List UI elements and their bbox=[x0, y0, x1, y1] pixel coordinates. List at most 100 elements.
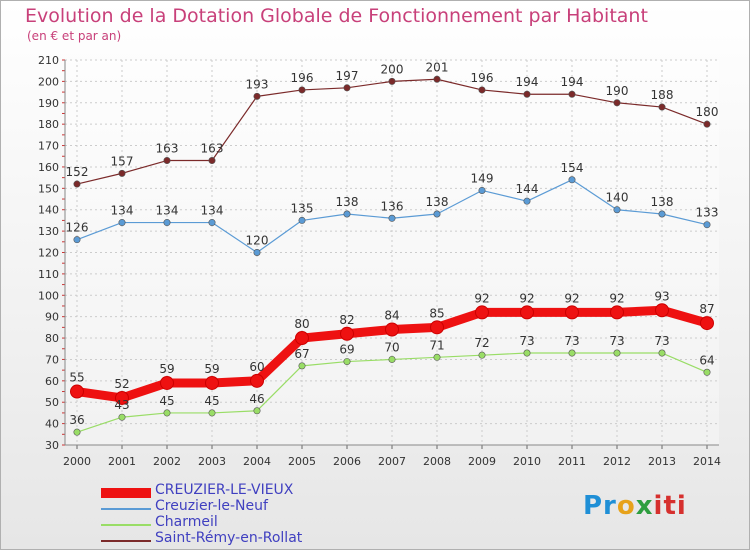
data-point-saint-r-my-en-rollat bbox=[163, 157, 171, 165]
data-point-creuzier-le-vieux bbox=[250, 373, 264, 388]
data-label-creuzier-le-neuf: 138 bbox=[651, 195, 674, 209]
data-point-creuzier-le-vieux bbox=[430, 320, 444, 335]
data-label-creuzier-le-neuf: 133 bbox=[696, 206, 719, 220]
data-point-creuzier-le-neuf bbox=[703, 221, 711, 229]
y-tick-label: 40 bbox=[45, 418, 59, 431]
data-point-creuzier-le-vieux bbox=[340, 326, 354, 341]
data-label-creuzier-le-vieux: 87 bbox=[699, 302, 714, 316]
data-point-creuzier-le-neuf bbox=[298, 216, 306, 224]
data-label-charmeil: 73 bbox=[654, 334, 669, 348]
data-label-creuzier-le-neuf: 126 bbox=[66, 221, 89, 235]
data-label-saint-r-my-en-rollat: 157 bbox=[111, 154, 134, 168]
data-label-charmeil: 45 bbox=[204, 394, 219, 408]
data-point-charmeil bbox=[568, 349, 576, 357]
data-point-saint-r-my-en-rollat bbox=[613, 99, 621, 107]
data-point-charmeil bbox=[658, 349, 666, 357]
data-label-creuzier-le-neuf: 134 bbox=[111, 204, 134, 218]
data-point-charmeil bbox=[73, 428, 81, 436]
data-label-saint-r-my-en-rollat: 194 bbox=[561, 75, 584, 89]
data-point-saint-r-my-en-rollat bbox=[568, 90, 576, 98]
data-point-creuzier-le-neuf bbox=[433, 210, 441, 218]
data-label-creuzier-le-neuf: 149 bbox=[471, 171, 494, 185]
data-label-creuzier-le-vieux: 93 bbox=[654, 289, 669, 303]
series-lines bbox=[70, 75, 714, 436]
data-label-saint-r-my-en-rollat: 163 bbox=[201, 142, 224, 156]
data-label-creuzier-le-neuf: 140 bbox=[606, 191, 629, 205]
data-point-creuzier-le-vieux bbox=[610, 305, 624, 320]
data-label-creuzier-le-vieux: 55 bbox=[69, 371, 84, 385]
x-tick-label: 2007 bbox=[378, 455, 406, 468]
y-tick-label: 110 bbox=[38, 268, 59, 281]
data-label-creuzier-le-vieux: 80 bbox=[294, 317, 309, 331]
data-label-creuzier-le-vieux: 85 bbox=[429, 306, 444, 320]
data-point-creuzier-le-neuf bbox=[613, 206, 621, 214]
data-point-charmeil bbox=[703, 368, 711, 376]
data-label-creuzier-le-neuf: 144 bbox=[516, 182, 539, 196]
data-point-creuzier-le-neuf bbox=[118, 219, 126, 227]
data-point-charmeil bbox=[433, 353, 441, 361]
data-label-creuzier-le-neuf: 134 bbox=[201, 204, 224, 218]
data-label-creuzier-le-vieux: 84 bbox=[384, 309, 399, 323]
y-tick-label: 50 bbox=[45, 396, 59, 409]
data-point-saint-r-my-en-rollat bbox=[253, 92, 261, 100]
data-point-saint-r-my-en-rollat bbox=[433, 75, 441, 83]
data-label-charmeil: 46 bbox=[249, 392, 264, 406]
data-point-charmeil bbox=[208, 409, 216, 417]
data-label-creuzier-le-vieux: 52 bbox=[114, 377, 129, 391]
x-tick-label: 2000 bbox=[63, 455, 91, 468]
y-tick-label: 140 bbox=[38, 204, 59, 217]
data-point-saint-r-my-en-rollat bbox=[208, 157, 216, 165]
data-point-charmeil bbox=[343, 358, 351, 366]
legend-label: Charmeil bbox=[155, 514, 218, 530]
data-label-saint-r-my-en-rollat: 152 bbox=[66, 165, 89, 179]
data-point-creuzier-le-vieux bbox=[295, 331, 309, 346]
data-point-creuzier-le-neuf bbox=[658, 210, 666, 218]
data-label-charmeil: 43 bbox=[114, 398, 129, 412]
chart-subtitle: (en € et par an) bbox=[27, 29, 122, 43]
x-tick-label: 2009 bbox=[468, 455, 496, 468]
y-tick-label: 100 bbox=[38, 289, 59, 302]
data-label-saint-r-my-en-rollat: 197 bbox=[336, 69, 359, 83]
y-tick-label: 70 bbox=[45, 353, 59, 366]
data-point-saint-r-my-en-rollat bbox=[523, 90, 531, 98]
data-label-charmeil: 73 bbox=[564, 334, 579, 348]
data-label-creuzier-le-vieux: 59 bbox=[159, 362, 174, 376]
data-point-creuzier-le-neuf bbox=[568, 176, 576, 184]
data-point-charmeil bbox=[163, 409, 171, 417]
x-tick-label: 2001 bbox=[108, 455, 136, 468]
x-tick-label: 2014 bbox=[693, 455, 721, 468]
data-label-creuzier-le-vieux: 60 bbox=[249, 360, 264, 374]
data-point-saint-r-my-en-rollat bbox=[658, 103, 666, 111]
data-label-charmeil: 67 bbox=[294, 347, 309, 361]
logo-part: iti bbox=[653, 491, 687, 521]
data-label-saint-r-my-en-rollat: 190 bbox=[606, 84, 629, 98]
data-label-creuzier-le-vieux: 92 bbox=[519, 291, 534, 305]
x-tick-label: 2006 bbox=[333, 455, 361, 468]
logo-part: o bbox=[616, 491, 636, 521]
x-tick-label: 2013 bbox=[648, 455, 676, 468]
y-tick-label: 90 bbox=[45, 311, 59, 324]
data-label-saint-r-my-en-rollat: 180 bbox=[696, 105, 719, 119]
legend-swatch bbox=[101, 488, 151, 498]
data-point-creuzier-le-neuf bbox=[478, 186, 486, 194]
x-tick-label: 2010 bbox=[513, 455, 541, 468]
data-point-charmeil bbox=[613, 349, 621, 357]
legend-label: Creuzier-le-Neuf bbox=[155, 498, 268, 514]
data-point-creuzier-le-neuf bbox=[163, 219, 171, 227]
data-label-creuzier-le-vieux: 92 bbox=[474, 291, 489, 305]
legend-label: CREUZIER-LE-VIEUX bbox=[155, 482, 294, 498]
logo-part: Pr bbox=[583, 491, 617, 521]
legend-label: Saint-Rémy-en-Rollat bbox=[155, 530, 303, 546]
data-point-charmeil bbox=[118, 413, 126, 421]
y-tick-label: 120 bbox=[38, 247, 59, 260]
data-label-creuzier-le-neuf: 138 bbox=[426, 195, 449, 209]
data-point-charmeil bbox=[523, 349, 531, 357]
data-point-creuzier-le-vieux bbox=[520, 305, 534, 320]
data-label-creuzier-le-neuf: 136 bbox=[381, 199, 404, 213]
data-labels: 55 52 59 59 60 80 82 84 85 92 92 92 92 93 87 126 134 134 1… bbox=[66, 60, 719, 427]
data-point-creuzier-le-neuf bbox=[343, 210, 351, 218]
x-tick-label: 2005 bbox=[288, 455, 316, 468]
y-tick-label: 210 bbox=[38, 54, 59, 67]
